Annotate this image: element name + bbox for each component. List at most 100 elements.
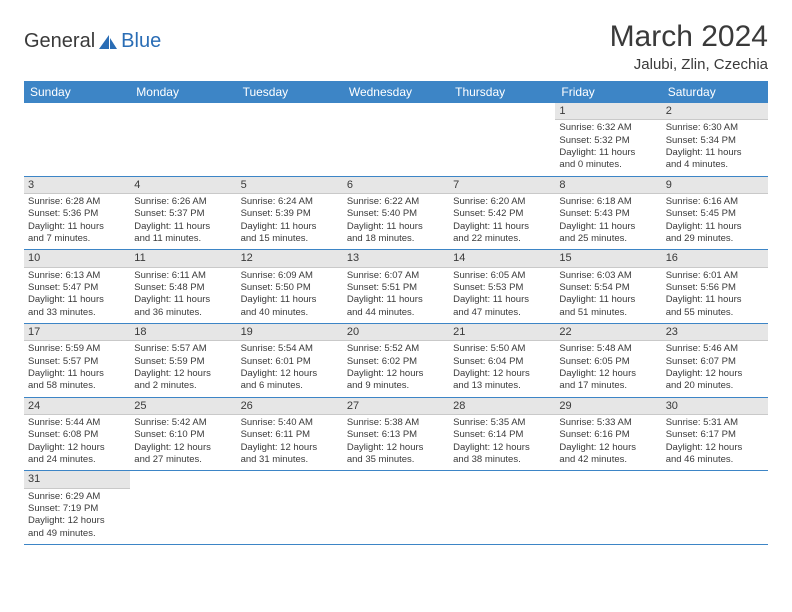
day-detail: Sunset: 5:59 PM — [134, 356, 232, 368]
day-detail: Sunrise: 6:22 AM — [347, 196, 445, 208]
day-detail: Sunset: 6:02 PM — [347, 356, 445, 368]
empty-cell — [130, 103, 236, 176]
day-number: 25 — [130, 398, 236, 415]
day-number: 31 — [24, 471, 130, 488]
day-number: 8 — [555, 177, 661, 194]
day-detail: Sunrise: 5:50 AM — [453, 343, 551, 355]
day-number: 21 — [449, 324, 555, 341]
day-cell: 28Sunrise: 5:35 AMSunset: 6:14 PMDayligh… — [449, 397, 555, 471]
day-detail: Sunrise: 6:05 AM — [453, 270, 551, 282]
calendar-body: 1Sunrise: 6:32 AMSunset: 5:32 PMDaylight… — [24, 103, 768, 545]
day-detail: and 27 minutes. — [134, 454, 232, 466]
day-number: 24 — [24, 398, 130, 415]
day-detail: Sunrise: 5:46 AM — [666, 343, 764, 355]
empty-cell — [449, 103, 555, 176]
day-cell: 15Sunrise: 6:03 AMSunset: 5:54 PMDayligh… — [555, 250, 661, 324]
day-detail: Daylight: 12 hours — [241, 368, 339, 380]
day-number: 1 — [555, 103, 661, 120]
day-detail: and 33 minutes. — [28, 307, 126, 319]
title-block: March 2024 Jalubi, Zlin, Czechia — [610, 20, 768, 73]
day-detail: and 2 minutes. — [134, 380, 232, 392]
day-detail: Sunset: 5:51 PM — [347, 282, 445, 294]
day-detail: Daylight: 11 hours — [347, 294, 445, 306]
day-detail: and 49 minutes. — [28, 528, 126, 540]
day-detail: Sunrise: 6:32 AM — [559, 122, 657, 134]
day-detail: and 4 minutes. — [666, 159, 764, 171]
day-detail: Sunrise: 6:07 AM — [347, 270, 445, 282]
day-detail: Daylight: 12 hours — [559, 442, 657, 454]
day-detail: and 46 minutes. — [666, 454, 764, 466]
day-detail: Sunset: 5:47 PM — [28, 282, 126, 294]
day-detail: Sunrise: 5:59 AM — [28, 343, 126, 355]
day-detail: Daylight: 11 hours — [559, 147, 657, 159]
day-detail: Daylight: 11 hours — [666, 147, 764, 159]
day-detail: and 18 minutes. — [347, 233, 445, 245]
day-number: 3 — [24, 177, 130, 194]
day-detail: and 22 minutes. — [453, 233, 551, 245]
day-detail: Sunrise: 6:26 AM — [134, 196, 232, 208]
day-header: Thursday — [449, 81, 555, 103]
day-cell: 2Sunrise: 6:30 AMSunset: 5:34 PMDaylight… — [662, 103, 768, 176]
day-detail: Sunset: 5:48 PM — [134, 282, 232, 294]
day-detail: Sunset: 5:36 PM — [28, 208, 126, 220]
day-cell: 30Sunrise: 5:31 AMSunset: 6:17 PMDayligh… — [662, 397, 768, 471]
logo: General Blue — [24, 20, 161, 53]
day-cell: 19 Sunrise: 5:54 AMSunset: 6:01 PMDayligh… — [237, 324, 343, 398]
day-cell: 29Sunrise: 5:33 AMSunset: 6:16 PMDayligh… — [555, 397, 661, 471]
day-detail: Daylight: 12 hours — [134, 368, 232, 380]
day-detail: Daylight: 11 hours — [453, 294, 551, 306]
day-detail: Sunrise: 6:16 AM — [666, 196, 764, 208]
day-number: 12 — [237, 250, 343, 267]
day-detail: Daylight: 12 hours — [453, 442, 551, 454]
day-detail: Daylight: 12 hours — [666, 368, 764, 380]
day-number: 10 — [24, 250, 130, 267]
day-detail: Daylight: 12 hours — [559, 368, 657, 380]
day-cell: 3Sunrise: 6:28 AMSunset: 5:36 PMDaylight… — [24, 176, 130, 250]
month-title: March 2024 — [610, 20, 768, 54]
day-detail: and 24 minutes. — [28, 454, 126, 466]
day-cell: 10Sunrise: 6:13 AMSunset: 5:47 PMDayligh… — [24, 250, 130, 324]
day-detail: Sunset: 5:45 PM — [666, 208, 764, 220]
day-number: 6 — [343, 177, 449, 194]
day-detail: Sunrise: 6:11 AM — [134, 270, 232, 282]
calendar-row: 31Sunrise: 6:29 AMSunset: 7:19 PMDayligh… — [24, 471, 768, 545]
day-detail: Daylight: 11 hours — [134, 294, 232, 306]
day-detail: Sunset: 5:39 PM — [241, 208, 339, 220]
empty-cell — [343, 103, 449, 176]
day-detail: Sunrise: 6:09 AM — [241, 270, 339, 282]
day-detail: Sunset: 6:11 PM — [241, 429, 339, 441]
day-cell: 27Sunrise: 5:38 AMSunset: 6:13 PMDayligh… — [343, 397, 449, 471]
day-cell: 14Sunrise: 6:05 AMSunset: 5:53 PMDayligh… — [449, 250, 555, 324]
day-number: 18 — [130, 324, 236, 341]
day-header: Tuesday — [237, 81, 343, 103]
day-number: 19 — [237, 324, 343, 341]
day-detail: and 58 minutes. — [28, 380, 126, 392]
day-detail: Sunset: 6:01 PM — [241, 356, 339, 368]
day-detail: Daylight: 11 hours — [559, 294, 657, 306]
day-detail: Sunrise: 6:13 AM — [28, 270, 126, 282]
day-detail: Daylight: 12 hours — [241, 442, 339, 454]
day-detail: Sunrise: 5:31 AM — [666, 417, 764, 429]
day-detail: Daylight: 11 hours — [559, 221, 657, 233]
day-cell: 6Sunrise: 6:22 AMSunset: 5:40 PMDaylight… — [343, 176, 449, 250]
day-detail: Daylight: 11 hours — [347, 221, 445, 233]
day-detail: Sunrise: 5:38 AM — [347, 417, 445, 429]
day-detail: Daylight: 11 hours — [666, 221, 764, 233]
day-detail: Daylight: 12 hours — [453, 368, 551, 380]
day-cell: 20Sunrise: 5:52 AMSunset: 6:02 PMDayligh… — [343, 324, 449, 398]
day-detail: Daylight: 11 hours — [241, 294, 339, 306]
day-header-row: SundayMondayTuesdayWednesdayThursdayFrid… — [24, 81, 768, 103]
day-header: Wednesday — [343, 81, 449, 103]
day-header: Saturday — [662, 81, 768, 103]
day-detail: Daylight: 11 hours — [666, 294, 764, 306]
day-cell: 31Sunrise: 6:29 AMSunset: 7:19 PMDayligh… — [24, 471, 130, 545]
day-detail: Sunrise: 5:48 AM — [559, 343, 657, 355]
day-detail: Sunrise: 5:42 AM — [134, 417, 232, 429]
day-detail: Daylight: 12 hours — [28, 515, 126, 527]
day-number: 29 — [555, 398, 661, 415]
day-detail: Sunset: 5:32 PM — [559, 135, 657, 147]
day-detail: Sunset: 5:54 PM — [559, 282, 657, 294]
day-detail: Daylight: 12 hours — [134, 442, 232, 454]
day-number: 30 — [662, 398, 768, 415]
day-detail: Sunrise: 5:54 AM — [241, 343, 339, 355]
